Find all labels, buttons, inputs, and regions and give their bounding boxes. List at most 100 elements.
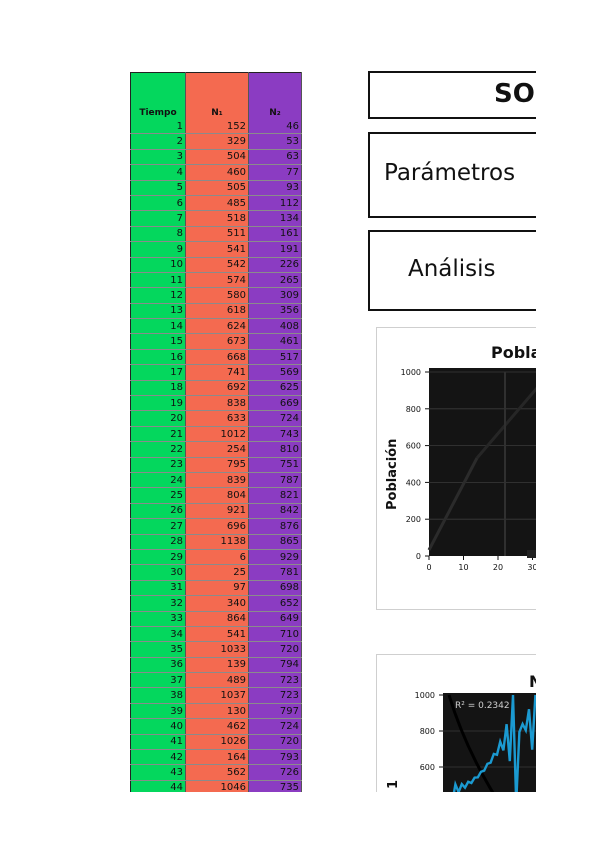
cell-n1[interactable]: 518: [185, 210, 249, 227]
cell-t[interactable]: 28: [130, 534, 186, 550]
cell-n1[interactable]: 340: [185, 595, 249, 612]
cell-n1[interactable]: 1033: [185, 641, 249, 658]
cell-n1[interactable]: 562: [185, 764, 249, 781]
cell-n2[interactable]: 77: [248, 164, 302, 181]
cell-n1[interactable]: 485: [185, 195, 249, 212]
cell-n1[interactable]: 1026: [185, 734, 249, 751]
cell-t[interactable]: 24: [130, 472, 186, 489]
cell-n2[interactable]: 309: [248, 287, 302, 304]
cell-t[interactable]: 13: [130, 303, 186, 320]
cell-n1[interactable]: 504: [185, 149, 249, 166]
cell-n1[interactable]: 25: [185, 564, 249, 581]
cell-n2[interactable]: 781: [248, 564, 302, 581]
cell-t[interactable]: 17: [130, 364, 186, 381]
cell-t[interactable]: 25: [130, 487, 186, 504]
cell-t[interactable]: 1: [130, 119, 186, 135]
cell-n2[interactable]: 751: [248, 457, 302, 473]
cell-t[interactable]: 8: [130, 226, 186, 243]
cell-n2[interactable]: 876: [248, 518, 302, 535]
cell-n1[interactable]: 618: [185, 303, 249, 320]
cell-n1[interactable]: 97: [185, 580, 249, 597]
cell-t[interactable]: 10: [130, 257, 186, 273]
cell-t[interactable]: 30: [130, 564, 186, 581]
header-n2[interactable]: N₂: [248, 72, 302, 119]
cell-n1[interactable]: 633: [185, 410, 249, 427]
cell-t[interactable]: 2: [130, 133, 186, 150]
cell-n2[interactable]: 625: [248, 380, 302, 397]
cell-t[interactable]: 38: [130, 687, 186, 704]
cell-n2[interactable]: 720: [248, 641, 302, 658]
cell-n2[interactable]: 710: [248, 626, 302, 643]
cell-n2[interactable]: 53: [248, 133, 302, 150]
cell-n2[interactable]: 63: [248, 149, 302, 166]
cell-t[interactable]: 37: [130, 672, 186, 689]
cell-t[interactable]: 27: [130, 518, 186, 535]
cell-t[interactable]: 32: [130, 595, 186, 612]
cell-t[interactable]: 15: [130, 333, 186, 350]
cell-t[interactable]: 14: [130, 318, 186, 335]
cell-t[interactable]: 35: [130, 641, 186, 658]
cell-n1[interactable]: 254: [185, 441, 249, 458]
cell-n1[interactable]: 489: [185, 672, 249, 689]
cell-n1[interactable]: 668: [185, 349, 249, 366]
cell-t[interactable]: 40: [130, 718, 186, 735]
cell-n1[interactable]: 921: [185, 503, 249, 520]
cell-n2[interactable]: 726: [248, 764, 302, 781]
cell-n1[interactable]: 804: [185, 487, 249, 504]
cell-n2[interactable]: 46: [248, 119, 302, 135]
cell-t[interactable]: 23: [130, 457, 186, 473]
cell-n1[interactable]: 839: [185, 472, 249, 489]
cell-n1[interactable]: 130: [185, 703, 249, 720]
cell-n1[interactable]: 864: [185, 611, 249, 627]
cell-n1[interactable]: 673: [185, 333, 249, 350]
cell-n2[interactable]: 408: [248, 318, 302, 335]
cell-t[interactable]: 20: [130, 410, 186, 427]
cell-t[interactable]: 6: [130, 195, 186, 212]
cell-n1[interactable]: 460: [185, 164, 249, 181]
cell-n2[interactable]: 793: [248, 749, 302, 766]
cell-n1[interactable]: 164: [185, 749, 249, 766]
cell-t[interactable]: 39: [130, 703, 186, 720]
header-n1[interactable]: N₁: [185, 72, 249, 119]
cell-n1[interactable]: 692: [185, 380, 249, 397]
cell-n2[interactable]: 724: [248, 718, 302, 735]
cell-t[interactable]: 41: [130, 734, 186, 751]
cell-n1[interactable]: 1138: [185, 534, 249, 550]
cell-n1[interactable]: 624: [185, 318, 249, 335]
cell-t[interactable]: 9: [130, 241, 186, 258]
cell-n1[interactable]: 741: [185, 364, 249, 381]
cell-t[interactable]: 34: [130, 626, 186, 643]
cell-n1[interactable]: 574: [185, 272, 249, 289]
cell-n2[interactable]: 698: [248, 580, 302, 597]
cell-n1[interactable]: 838: [185, 395, 249, 412]
cell-n2[interactable]: 723: [248, 672, 302, 689]
cell-n1[interactable]: 541: [185, 626, 249, 643]
cell-n2[interactable]: 569: [248, 364, 302, 381]
cell-t[interactable]: 42: [130, 749, 186, 766]
cell-n2[interactable]: 356: [248, 303, 302, 320]
cell-n1[interactable]: 511: [185, 226, 249, 243]
cell-t[interactable]: 36: [130, 657, 186, 674]
cell-n1[interactable]: 139: [185, 657, 249, 674]
cell-n1[interactable]: 152: [185, 119, 249, 135]
cell-n2[interactable]: 723: [248, 687, 302, 704]
cell-n2[interactable]: 794: [248, 657, 302, 674]
cell-n2[interactable]: 842: [248, 503, 302, 520]
cell-n2[interactable]: 787: [248, 472, 302, 489]
cell-n2[interactable]: 161: [248, 226, 302, 243]
cell-n1[interactable]: 580: [185, 287, 249, 304]
cell-n2[interactable]: 461: [248, 333, 302, 350]
header-tiempo[interactable]: Tiempo: [130, 72, 186, 119]
cell-n2[interactable]: 112: [248, 195, 302, 212]
cell-t[interactable]: 18: [130, 380, 186, 397]
cell-n2[interactable]: 517: [248, 349, 302, 366]
cell-t[interactable]: 22: [130, 441, 186, 458]
cell-n2[interactable]: 226: [248, 257, 302, 273]
cell-n1[interactable]: 696: [185, 518, 249, 535]
cell-n2[interactable]: 649: [248, 611, 302, 627]
cell-n1[interactable]: 542: [185, 257, 249, 273]
cell-t[interactable]: 5: [130, 180, 186, 196]
cell-t[interactable]: 7: [130, 210, 186, 227]
cell-n1[interactable]: 541: [185, 241, 249, 258]
cell-n2[interactable]: 669: [248, 395, 302, 412]
